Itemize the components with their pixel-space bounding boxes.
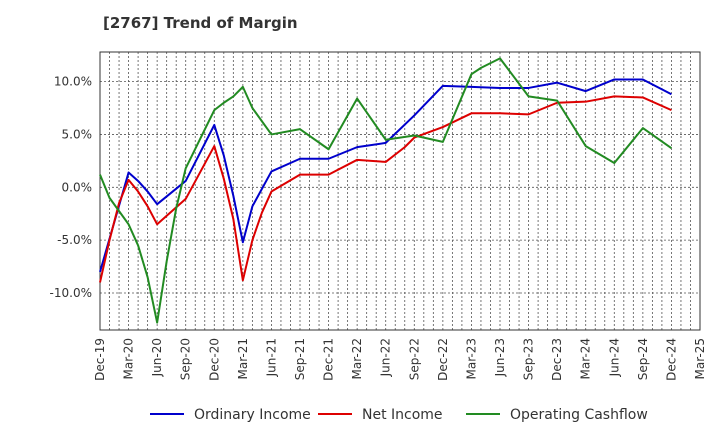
legend-label-net-income: Net Income: [362, 407, 443, 423]
y-tick-labels: 10.0% 5.0% 0.0% -5.0% -10.0%: [50, 75, 92, 300]
x-tick-label: Dec-23: [550, 338, 564, 381]
x-tick-label: Sep-20: [179, 338, 193, 380]
x-tick-label: Dec-20: [207, 338, 221, 381]
x-tick-label: Jun-24: [607, 338, 621, 377]
y-tick-label: 10.0%: [54, 75, 92, 89]
x-tick-label: Mar-21: [236, 338, 250, 379]
grid-lines: [99, 52, 701, 330]
chart-title: [2767] Trend of Margin: [103, 14, 298, 32]
x-tick-label: Sep-22: [407, 338, 421, 380]
x-tick-label: Mar-25: [693, 338, 707, 379]
x-tick-label: Sep-21: [293, 338, 307, 380]
legend-label-ordinary-income: Ordinary Income: [194, 407, 311, 423]
ordinary-income-line: [99, 78, 672, 273]
axes: [99, 51, 701, 331]
x-tick-label: Mar-23: [464, 338, 478, 379]
x-tick-label: Dec-22: [436, 338, 450, 381]
x-tick-label: Dec-24: [664, 338, 678, 381]
x-tick-label: Mar-24: [579, 338, 593, 379]
x-tick-label: Sep-24: [636, 338, 650, 380]
x-tick-label: Jun-21: [264, 338, 278, 377]
plot-frame: [99, 51, 701, 331]
x-tick-label: Dec-21: [322, 338, 336, 381]
y-tick-label: -10.0%: [50, 286, 92, 300]
x-tick-labels: Dec-19 Mar-20 Jun-20 Sep-20 Dec-20 Mar-21 Jun-…: [93, 338, 707, 381]
x-tick-label: Sep-23: [522, 338, 536, 380]
x-tick-label: Mar-20: [122, 338, 136, 379]
x-tick-label: Jun-22: [379, 338, 393, 377]
x-tick-label: Dec-19: [93, 338, 107, 381]
series-lines: [99, 57, 673, 324]
legend: Ordinary Income Net Income Operating Cashf…: [150, 407, 648, 423]
y-tick-label: 5.0%: [62, 127, 93, 141]
y-tick-label: -5.0%: [57, 233, 92, 247]
net-income-line: [99, 95, 672, 283]
y-tick-label: 0.0%: [62, 180, 93, 194]
x-tick-label: Jun-23: [493, 338, 507, 377]
x-tick-label: Mar-22: [350, 338, 364, 379]
x-tick-label: Jun-20: [150, 338, 164, 377]
operating-cashflow-line: [99, 57, 673, 324]
legend-label-operating-cashflow: Operating Cashflow: [510, 407, 648, 423]
